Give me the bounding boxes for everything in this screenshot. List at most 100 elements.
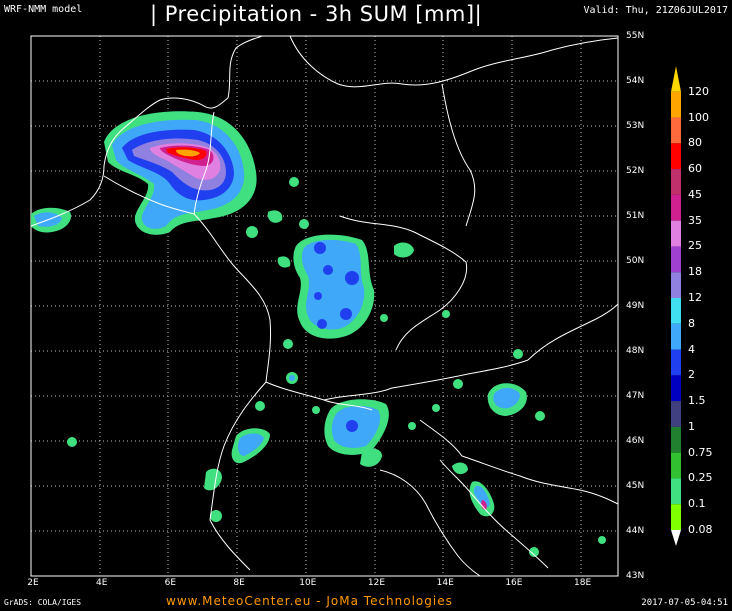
legend-swatch (671, 375, 681, 402)
precip-alps-cell (346, 420, 358, 432)
precip-central-cell5 (317, 319, 327, 329)
legend-swatch (671, 91, 681, 118)
legend-colorbar (671, 66, 681, 546)
precip-east-small2 (453, 379, 463, 389)
precip-central-cell3 (323, 265, 333, 275)
lat-label: 49N (626, 301, 645, 311)
legend-label: 25 (688, 239, 702, 253)
precip-c-small6 (283, 339, 293, 349)
precip-central-cell1 (314, 242, 326, 254)
map-title: | Precipitation - 3h SUM [mm]| (150, 2, 483, 26)
legend-swatch (671, 323, 681, 350)
legend-bottom-arrow (671, 530, 681, 546)
lat-label: 45N (626, 481, 645, 491)
legend-swatch (671, 194, 681, 221)
lat-label: 53N (626, 121, 645, 131)
precip-adriatic-core (481, 500, 487, 510)
precip-c-small2 (267, 210, 283, 223)
precip-c-small8 (442, 310, 450, 318)
precip-nw-core-orange (176, 149, 200, 157)
legend-swatch (671, 452, 681, 479)
legend-swatch (671, 478, 681, 505)
legend-swatch (671, 143, 681, 170)
coastline-denmark (227, 35, 263, 99)
lon-label: 2E (27, 578, 39, 588)
lon-label: 14E (436, 578, 454, 588)
precip-c-small9 (299, 219, 309, 229)
precip-alps-small7 (210, 510, 222, 522)
legend-label: 8 (688, 316, 695, 330)
lat-label: 46N (626, 436, 645, 446)
precip-east-inner (493, 388, 520, 409)
precip-central-cell4 (340, 308, 352, 320)
legend-label: 4 (688, 342, 695, 356)
precip-alps-south (360, 448, 382, 467)
precip-east-small3 (535, 411, 545, 421)
precip-central-cell6 (314, 292, 322, 300)
lon-label: 18E (574, 578, 592, 588)
legend-label: 0.1 (688, 497, 706, 511)
border-be (103, 175, 195, 215)
precip-central-l2 (301, 239, 365, 330)
legend-label: 120 (688, 84, 709, 98)
precip-alps-small4 (312, 406, 320, 414)
precip-c-small3 (277, 256, 291, 268)
border-fr-de (193, 213, 271, 383)
lon-label: 6E (164, 578, 177, 588)
legend-swatch (671, 426, 681, 453)
precip-east-small1 (513, 349, 523, 359)
lon-label: 4E (95, 578, 108, 588)
legend-label: 35 (688, 213, 702, 227)
precip-alps-small8 (67, 437, 77, 447)
precip-alps-w-inner (237, 433, 264, 456)
lat-label: 48N (626, 346, 645, 356)
border-nl-de (193, 111, 215, 215)
legend-top-arrow (671, 66, 681, 92)
legend-label: 12 (688, 291, 702, 304)
legend-label: 0.75 (688, 445, 713, 459)
precip-alps-small2 (289, 375, 295, 381)
precip-c-small1 (394, 242, 414, 258)
legend-swatch (671, 401, 681, 427)
meteocenter-link[interactable]: www.MeteoCenter.eu - JoMa Technologies (166, 594, 453, 608)
legend-label: 2 (688, 368, 695, 382)
model-label: WRF-NMM model (4, 4, 83, 15)
border-de-pl (441, 83, 476, 227)
precip-alps-small6 (432, 404, 440, 412)
precip-c-small4 (289, 177, 299, 187)
lon-label: 8E (233, 578, 245, 588)
legend-label: 0.25 (688, 471, 713, 485)
legend-label: 18 (688, 265, 702, 279)
border-slo (419, 419, 619, 505)
legend-swatch (671, 504, 681, 530)
lat-label: 50N (626, 256, 645, 266)
legend-swatch (671, 349, 681, 376)
lat-label: 55N (626, 31, 645, 41)
lat-label: 43N (626, 571, 645, 581)
legend-swatch (671, 117, 681, 144)
precip-central-cell2 (345, 271, 359, 285)
precip-adriatic-inner (473, 485, 490, 508)
precip-east-small5 (598, 536, 606, 544)
legend-swatch (671, 246, 681, 273)
precip-c-small7 (380, 314, 388, 322)
precip-cells (31, 111, 606, 557)
precip-alps-small3 (255, 401, 265, 411)
border-it (209, 381, 267, 571)
lon-label: 10E (299, 578, 317, 588)
lat-label: 51N (626, 211, 645, 221)
run-timestamp: 2017-07-05-04:51 (641, 598, 728, 608)
legend-label: 60 (688, 162, 702, 176)
lon-label: 16E (505, 578, 523, 588)
valid-time: Valid: Thu, 21Z06JUL2017 (583, 5, 729, 16)
border-east (527, 303, 619, 361)
borders (30, 35, 619, 577)
legend-swatch (671, 272, 681, 298)
lat-label: 52N (626, 166, 645, 176)
coastline-adriatic (439, 459, 549, 569)
legend-label: 45 (688, 187, 702, 201)
coastline-north-sea (30, 97, 229, 227)
precip-adriatic-n (452, 462, 468, 475)
grads-credit: GrADS: COLA/IGES (4, 598, 82, 607)
legend-swatch (671, 169, 681, 195)
